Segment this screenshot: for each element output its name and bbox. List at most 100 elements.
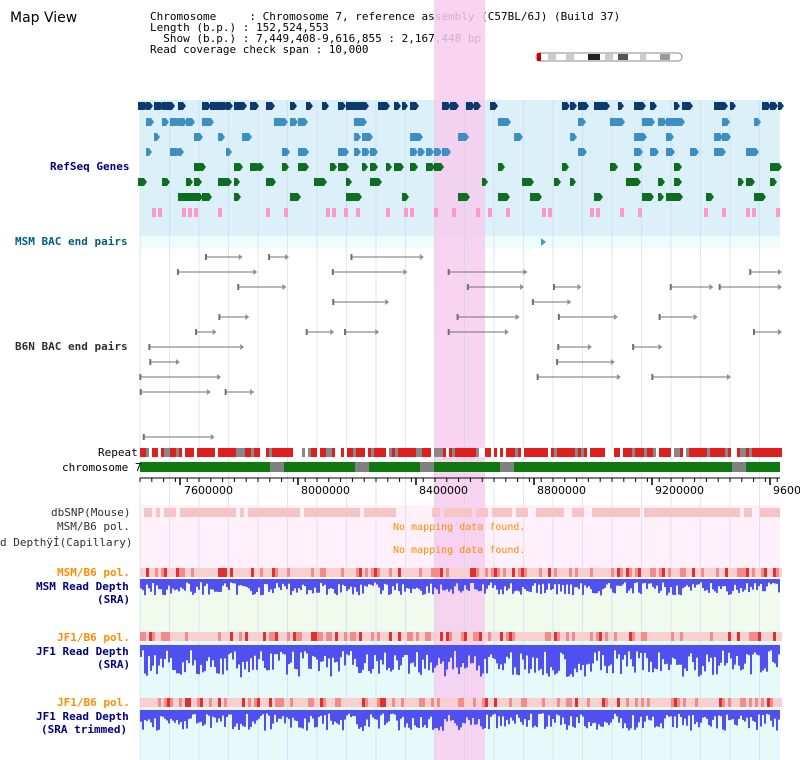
dbsnp-segment (204, 508, 208, 517)
dbsnp-segment (500, 508, 504, 517)
polymorphism-cell (764, 632, 767, 641)
repeat-segment (713, 448, 716, 457)
gene-glyph (290, 102, 297, 110)
read-depth-bar (506, 710, 508, 720)
read-depth-bar (186, 579, 188, 583)
read-depth-bar (492, 579, 494, 589)
gene-glyph (362, 163, 368, 171)
dbsnp-segment (260, 508, 264, 517)
read-depth-bar (158, 645, 160, 666)
read-depth-bar (246, 710, 248, 714)
polymorphism-cell (587, 698, 590, 707)
polymorphism-cell (431, 632, 434, 641)
polymorphism-cell (764, 698, 767, 707)
polymorphism-cell (509, 698, 512, 707)
polymorphism-cell (197, 632, 200, 641)
polymorphism-cell (398, 698, 401, 707)
read-depth-bar (332, 579, 334, 589)
polymorphism-cell (584, 632, 587, 641)
repeat-segment (290, 448, 293, 457)
read-depth-bar (180, 579, 182, 588)
polymorphism-cell (311, 632, 314, 641)
read-depth-bar (172, 579, 174, 589)
polymorphism-cell (221, 632, 224, 641)
read-depth-bar (286, 579, 288, 590)
read-depth-bar (656, 579, 658, 586)
read-depth-bar (500, 710, 502, 726)
polymorphism-cell (278, 568, 281, 577)
polymorphism-cell (242, 698, 245, 707)
polymorphism-cell (542, 698, 545, 707)
read-depth-bar (642, 645, 644, 671)
polymorphism-cell (188, 632, 191, 641)
read-depth-bar (188, 710, 190, 720)
read-depth-bar (298, 710, 300, 728)
gene-glyph (170, 148, 180, 156)
polymorphism-cell (179, 632, 182, 641)
gene-glyph (354, 118, 367, 126)
dbsnp-segment (324, 508, 328, 517)
repeat-segment (506, 448, 509, 457)
polymorphism-cell (572, 698, 575, 707)
polymorphism-cell (710, 698, 713, 707)
read-depth-bar (696, 579, 698, 585)
gene-tick (596, 208, 600, 217)
gene-glyph (498, 193, 510, 201)
polymorphism-cell (779, 568, 782, 577)
repeat-segment (668, 448, 671, 457)
polymorphism-cell (464, 632, 467, 641)
read-depth-bar (774, 645, 776, 664)
read-depth-bar (194, 645, 196, 661)
gene-glyph (378, 102, 390, 110)
read-depth-bar (250, 645, 252, 659)
read-depth-bar (404, 579, 406, 592)
gene-tick (356, 208, 360, 217)
read-depth-bar (366, 579, 368, 587)
read-depth-bar (730, 579, 732, 595)
polymorphism-cell (647, 632, 650, 641)
gene-tick (722, 208, 726, 217)
read-depth-bar (772, 710, 774, 727)
polymorphism-cell (203, 632, 206, 641)
read-depth-bar (672, 645, 674, 658)
read-depth-bar (636, 579, 638, 583)
polymorphism-cell (593, 632, 596, 641)
chromosome-ideogram[interactable] (535, 52, 683, 62)
polymorphism-cell (659, 568, 662, 577)
polymorphism-cell (629, 698, 632, 707)
gene-glyph (482, 178, 488, 186)
read-depth-bar (392, 579, 394, 587)
read-depth-bar (646, 579, 648, 589)
dbsnp-segment (748, 508, 752, 517)
gene-glyph (410, 148, 418, 156)
polymorphism-cell (230, 698, 233, 707)
read-depth-bar (214, 645, 216, 667)
read-depth-bar (478, 710, 480, 720)
polymorphism-cell (464, 568, 467, 577)
polymorphism-cell (653, 698, 656, 707)
polymorphism-cell (425, 698, 428, 707)
polymorphism-cell (683, 568, 686, 577)
polymorphism-cell (335, 698, 338, 707)
read-depth-bar (466, 645, 468, 668)
read-depth-bar (516, 710, 518, 715)
read-depth-bar (252, 710, 254, 722)
read-depth-bar (272, 710, 274, 724)
gene-glyph (194, 178, 202, 186)
read-depth-bar (286, 645, 288, 675)
polymorphism-cell (488, 698, 491, 707)
polymorphism-cell (218, 698, 221, 707)
polymorphism-cell (497, 698, 500, 707)
polymorphism-cell (395, 568, 398, 577)
read-depth-bar (382, 645, 384, 665)
gene-tick (332, 208, 336, 217)
gene-glyph (498, 163, 505, 171)
read-depth-bar (770, 710, 772, 721)
read-depth-bar (262, 579, 264, 595)
repeat-segment (428, 448, 431, 457)
polymorphism-cell (557, 698, 560, 707)
polymorphism-cell (545, 698, 548, 707)
bac-pair-end (577, 284, 582, 290)
read-depth-bar (146, 645, 148, 676)
